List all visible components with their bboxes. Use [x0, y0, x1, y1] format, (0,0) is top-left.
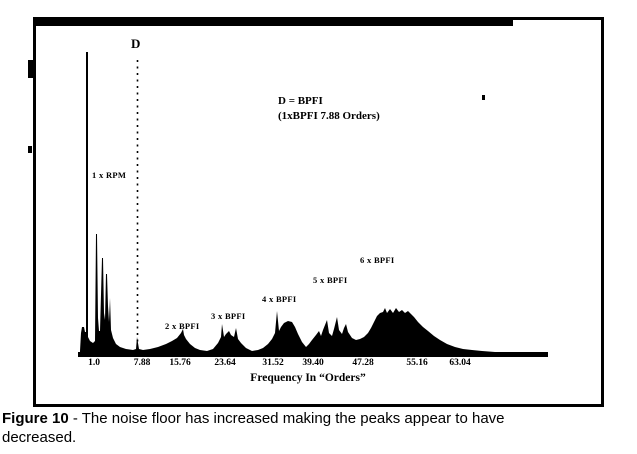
peak-label-3-x-bpfi: 3 x BPFI: [211, 311, 246, 321]
x-axis-title: Frequency In “Orders”: [250, 372, 366, 384]
legend-line-2: (1xBPFI 7.88 Orders): [278, 110, 380, 122]
x-tick-label-15.76: 15.76: [169, 358, 191, 368]
peak-label-6-x-bpfi: 6 x BPFI: [360, 255, 395, 265]
figure-caption: Figure 10 - The noise floor has increase…: [2, 409, 627, 447]
x-tick-label-7.88: 7.88: [133, 358, 151, 368]
peak-label-4-x-bpfi: 4 x BPFI: [262, 294, 297, 304]
x-tick-label-23.64: 23.64: [214, 358, 236, 368]
x-tick-label-1.0: 1.0: [88, 358, 100, 368]
frame-top-border-bar: [33, 17, 513, 26]
scan-artifact: [28, 60, 34, 78]
x-axis-line: [78, 352, 548, 357]
caption-text: - The noise floor has increased making t…: [68, 410, 505, 427]
peak-label-5-x-bpfi: 5 x BPFI: [313, 275, 348, 285]
caption-text-line2: decreased.: [2, 429, 77, 446]
legend-line-1: D = BPFI: [278, 95, 323, 107]
scan-artifact: [482, 95, 485, 100]
x-tick-label-39.40: 39.40: [302, 358, 324, 368]
x-tick-label-63.04: 63.04: [449, 358, 471, 368]
x-tick-label-31.52: 31.52: [262, 358, 284, 368]
peak-label-2-x-bpfi: 2 x BPFI: [165, 321, 200, 331]
caption-figure-number: Figure 10: [2, 410, 69, 427]
d-marker-label: D: [131, 36, 142, 51]
x-tick-label-47.28: 47.28: [352, 358, 374, 368]
scan-artifact: [28, 146, 32, 153]
legend-annotation: D = BPFI (1xBPFI 7.88 Orders): [278, 94, 380, 124]
peak-label-1-x-rpm: 1 x RPM: [92, 170, 127, 180]
x-tick-label-55.16: 55.16: [406, 358, 428, 368]
